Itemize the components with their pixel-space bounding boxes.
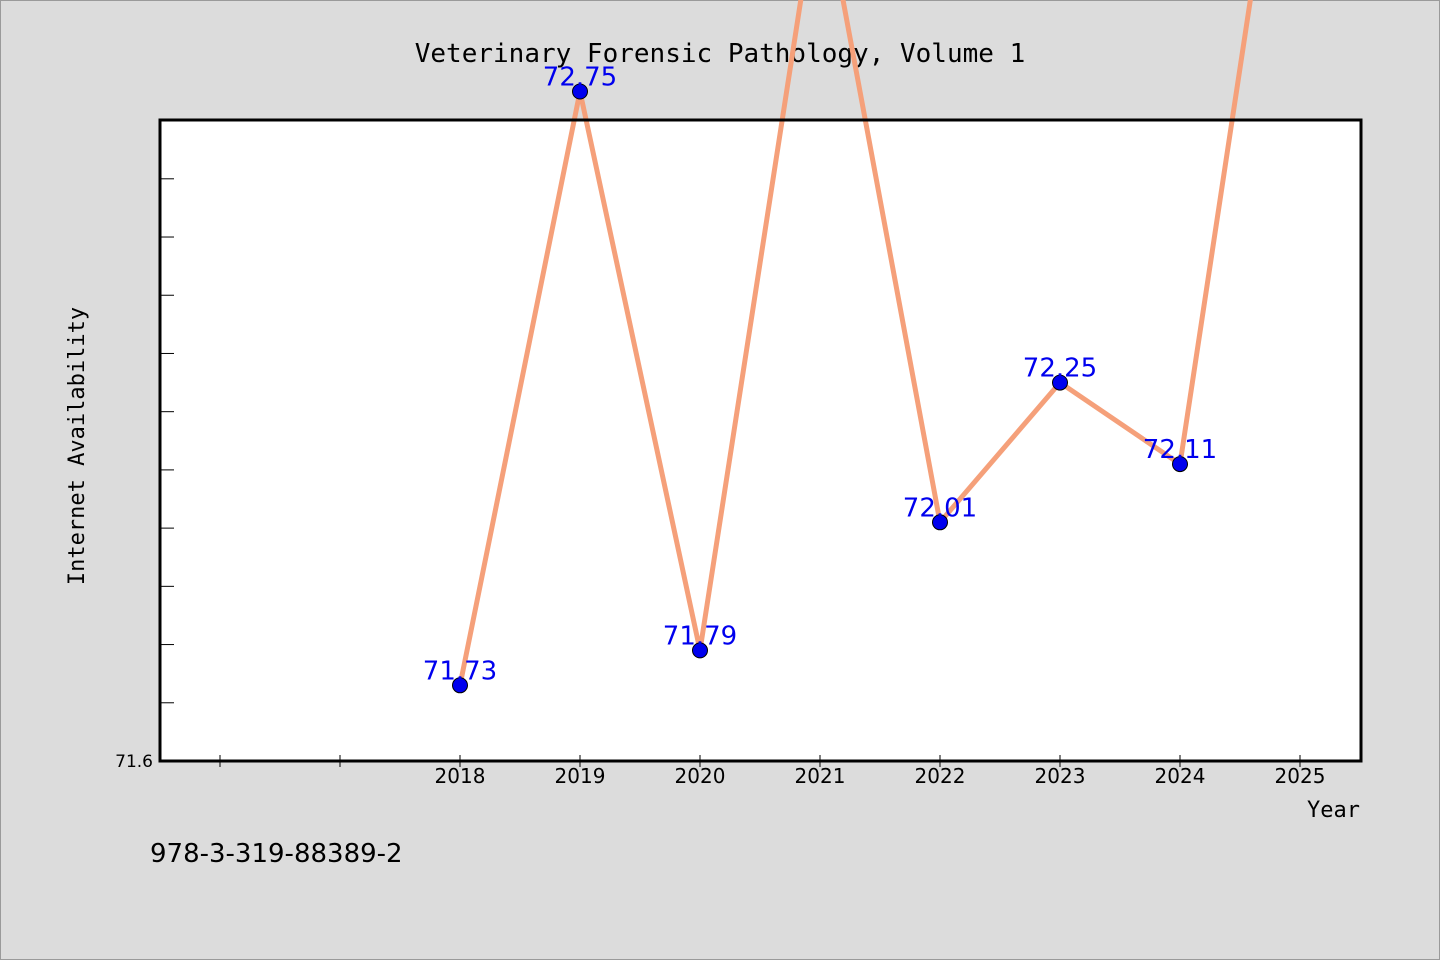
series-markers	[452, 83, 1188, 694]
x-tick-label: 2024	[1155, 764, 1206, 788]
plot-area	[160, 120, 1361, 761]
data-point	[1172, 456, 1188, 473]
x-tick-label: 2023	[1035, 764, 1086, 788]
data-label: 71.79	[663, 621, 737, 651]
isbn-text: 978-3-319-88389-2	[150, 839, 403, 869]
x-tick-label: 2025	[1275, 764, 1326, 788]
series-line	[457, 0, 1253, 686]
chart-title: Veterinary Forensic Pathology, Volume 1	[415, 39, 1025, 69]
x-tick-label: 2018	[435, 764, 486, 788]
x-axis-label: Year	[1307, 798, 1360, 823]
data-label: 72.75	[543, 63, 617, 93]
x-tick-label: 2019	[555, 764, 606, 788]
x-tick-label: 2021	[795, 764, 846, 788]
data-label: 72.25	[1023, 354, 1097, 384]
y-tick-label: 71.6	[115, 752, 153, 772]
data-label: 71.73	[423, 656, 497, 686]
x-tick-label: 2022	[915, 764, 966, 788]
y-axis-ticks	[160, 178, 174, 704]
data-label: 72.01	[903, 493, 977, 523]
data-label: 72.11	[1143, 435, 1217, 465]
data-point	[452, 677, 468, 694]
data-point	[932, 514, 948, 531]
plot-frame	[158, 118, 1363, 763]
data-point	[572, 83, 588, 100]
x-tick-label: 2020	[675, 764, 726, 788]
data-point	[1052, 374, 1068, 391]
y-axis-label: Internet Availability	[65, 307, 90, 585]
data-point	[692, 642, 708, 659]
